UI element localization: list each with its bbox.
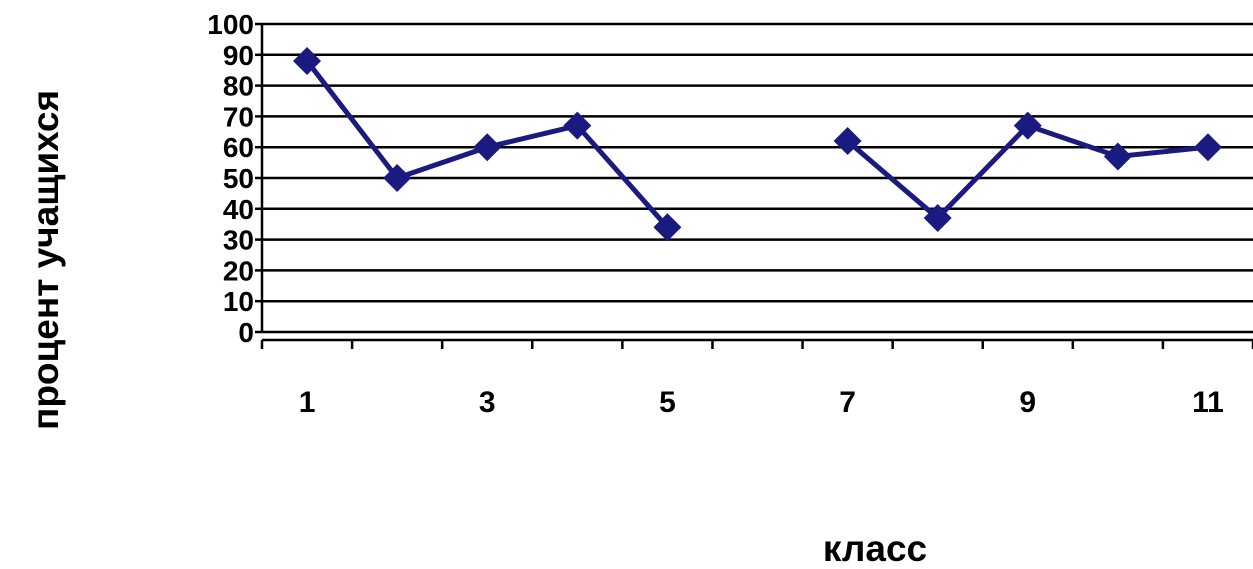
data-point-class-8 [923, 204, 952, 233]
x-tick-labels: 1 3 5 7 9 11 [299, 386, 1224, 419]
y-tick-label: 30 [223, 225, 254, 256]
y-tick-label: 80 [223, 71, 254, 102]
data-point-class-11 [1193, 133, 1222, 162]
y-tick-label: 100 [207, 9, 254, 40]
y-tick-label: 50 [223, 163, 254, 194]
x-tick-label-7: 7 [839, 386, 856, 419]
x-tick-label-11: 11 [1192, 386, 1224, 419]
x-axis-label: класс [823, 528, 927, 564]
x-tick-label-1: 1 [299, 386, 316, 419]
x-tick-label-3: 3 [479, 386, 496, 419]
data-point-class-5 [653, 213, 682, 242]
axes [255, 22, 1253, 349]
y-tick-label: 20 [223, 255, 254, 286]
y-tick-label: 40 [223, 194, 254, 225]
data-point-class-7 [833, 127, 862, 156]
data-point-class-10 [1103, 142, 1132, 171]
data-point-class-1 [293, 46, 322, 75]
data-point-class-2 [383, 164, 412, 192]
data-point-class-3 [473, 133, 502, 162]
y-tick-label: 70 [223, 101, 254, 132]
series-markers [293, 46, 1222, 242]
y-tick-label: 0 [238, 317, 254, 348]
x-tick-label-9: 9 [1019, 386, 1036, 419]
data-point-class-4 [563, 111, 592, 140]
y-axis-label: процент учащихся [25, 90, 66, 430]
y-tick-label: 60 [223, 132, 254, 163]
gridlines [262, 22, 1253, 334]
data-point-class-9 [1013, 111, 1042, 140]
y-tick-label: 10 [223, 286, 254, 317]
y-tick-label: 90 [223, 40, 254, 71]
x-tick-label-5: 5 [659, 386, 676, 419]
